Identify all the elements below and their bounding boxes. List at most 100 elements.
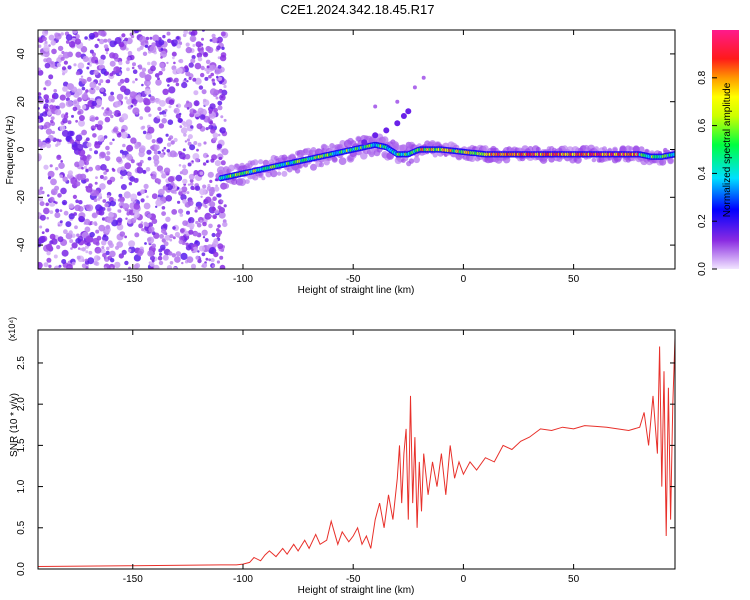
spectrogram-ridge-halo bbox=[591, 157, 597, 163]
spectrogram-noise-blob bbox=[116, 156, 122, 163]
spectrogram-y-tick-label: 20 bbox=[16, 96, 27, 108]
spectrogram-noise-blob bbox=[138, 64, 143, 69]
spectrogram-noise-blob bbox=[191, 160, 194, 163]
spectrogram-noise-blob bbox=[42, 111, 48, 117]
spectrogram-noise-blob bbox=[133, 178, 139, 183]
spectrogram-noise-blob bbox=[195, 240, 198, 244]
spectrogram-noise-blob bbox=[139, 71, 146, 78]
spectrogram-noise-blob bbox=[151, 259, 155, 263]
spectrogram-noise-blob bbox=[157, 77, 160, 80]
spectrogram-noise-blob bbox=[171, 39, 178, 47]
spectrogram-ridge-halo bbox=[632, 145, 640, 153]
spectrogram-noise-blob bbox=[109, 40, 117, 48]
spectrogram-noise-blob bbox=[124, 37, 128, 42]
spectrogram-noise-blob bbox=[172, 56, 175, 60]
spectrogram-noise-blob bbox=[59, 94, 66, 101]
spectrogram-noise-blob bbox=[209, 39, 213, 42]
spectrogram-noise-blob bbox=[159, 252, 163, 256]
spectrogram-noise-blob bbox=[197, 142, 202, 147]
spectrogram-noise-blob bbox=[223, 84, 227, 89]
spectrogram-noise-blob bbox=[119, 169, 128, 177]
spectrogram-noise-blob bbox=[70, 247, 73, 250]
spectrogram-noise-blob bbox=[211, 264, 215, 268]
spectrogram-noise-blob bbox=[153, 150, 159, 155]
spectrogram-noise-blob bbox=[189, 178, 194, 183]
spectrogram-noise-blob bbox=[156, 165, 163, 172]
spectrogram-noise-blob bbox=[38, 125, 42, 129]
spectrogram-noise-blob bbox=[151, 193, 158, 200]
spectrogram-noise-blob bbox=[205, 196, 212, 203]
spectrogram-noise-blob bbox=[160, 170, 164, 174]
spectrogram-noise-blob bbox=[137, 250, 143, 257]
spectrogram-noise-blob bbox=[200, 72, 205, 78]
spectrogram-noise-blob bbox=[58, 139, 62, 143]
spectrogram-noise-blob bbox=[124, 235, 127, 239]
spectrogram-ridge-halo bbox=[294, 168, 301, 174]
spectrogram-noise-blob bbox=[128, 182, 133, 186]
spectrogram-noise-blob bbox=[201, 37, 204, 41]
spectrogram-noise-blob bbox=[40, 113, 44, 117]
spectrogram-noise-blob bbox=[67, 83, 72, 89]
spectrogram-noise-blob bbox=[77, 97, 82, 102]
spectrogram-noise-blob bbox=[57, 45, 64, 52]
spectrogram-noise-blob bbox=[85, 258, 88, 262]
spectrogram-noise-blob bbox=[205, 127, 209, 131]
spectrogram-noise-blob bbox=[195, 220, 199, 225]
spectrogram-noise-blob bbox=[218, 156, 223, 161]
spectrogram-noise-blob bbox=[50, 98, 55, 103]
spectrogram-noise-blob bbox=[38, 140, 43, 148]
spectrogram-noise-blob bbox=[114, 261, 121, 269]
spectrogram-noise-blob bbox=[193, 141, 198, 145]
spectrogram-noise-blob bbox=[208, 110, 212, 114]
snr-x-tick-label: -100 bbox=[233, 574, 253, 585]
spectrogram-noise-blob bbox=[85, 89, 89, 93]
spectrogram-noise-blob bbox=[49, 164, 53, 168]
spectrogram-noise-blob bbox=[109, 52, 116, 59]
spectrogram-noise-blob bbox=[62, 176, 68, 182]
spectrogram-noise-blob bbox=[91, 212, 98, 219]
spectrogram-noise-blob bbox=[72, 194, 77, 199]
spectrogram-noise-blob bbox=[134, 78, 138, 81]
spectrogram-ridge-halo bbox=[482, 145, 489, 152]
spectrogram-noise-blob bbox=[44, 40, 48, 44]
spectrogram-noise-blob bbox=[187, 183, 191, 186]
snr-x-label: Height of straight line (km) bbox=[298, 585, 415, 596]
spectrogram-noise-blob bbox=[74, 161, 80, 168]
spectrogram-noise-blob bbox=[120, 184, 127, 190]
spectrogram-noise-blob bbox=[217, 100, 223, 106]
spectrogram-noise-blob bbox=[175, 113, 181, 119]
spectrogram-noise-blob bbox=[46, 143, 52, 149]
spectrogram-noise-blob bbox=[38, 67, 41, 72]
colorbar-tick-label: 0.0 bbox=[697, 262, 708, 276]
spectrogram-noise-blob bbox=[125, 217, 128, 220]
spectrogram-noise-blob bbox=[189, 35, 197, 42]
spectrogram-noise-blob bbox=[75, 238, 81, 244]
spectrogram-noise-blob bbox=[120, 203, 125, 207]
spectrogram-noise-blob bbox=[192, 44, 196, 47]
spectrogram-panel: -150 -100 -50 0 50 40 20 0 -20 -40 Height of str… bbox=[5, 29, 676, 296]
spectrogram-noise-blob bbox=[94, 181, 98, 185]
spectrogram-noise-blob bbox=[210, 128, 216, 134]
spectrogram-noise-blob bbox=[74, 225, 78, 230]
spectrogram-noise-blob bbox=[217, 133, 221, 137]
spectrogram-noise-blob bbox=[75, 134, 83, 142]
snr-y-tick-label: 2.0 bbox=[16, 397, 27, 411]
spectrogram-noise-blob bbox=[54, 109, 62, 116]
spectrogram-noise-blob bbox=[78, 200, 83, 205]
spectrogram-noise-blob bbox=[180, 127, 188, 134]
spectrogram-noise-blob bbox=[38, 98, 45, 104]
spectrogram-noise-blob bbox=[161, 211, 167, 217]
spectrogram-noise-blob bbox=[120, 176, 124, 179]
spectrogram-noise-blob bbox=[210, 258, 215, 263]
spectrogram-noise-blob bbox=[169, 150, 177, 158]
spectrogram-noise-blob bbox=[104, 266, 107, 269]
spectrogram-x-tick-label: -100 bbox=[233, 274, 253, 285]
spectrogram-noise-blob bbox=[171, 51, 177, 57]
spectrogram-noise-blob bbox=[217, 205, 222, 210]
spectrogram-noise-blob bbox=[139, 35, 147, 44]
spectrogram-y-tick-label: 0 bbox=[16, 146, 27, 152]
spectrogram-noise-blob bbox=[39, 186, 44, 190]
spectrogram-noise-blob bbox=[223, 204, 227, 208]
spectrogram-noise-blob bbox=[185, 46, 192, 54]
spectrogram-noise-blob bbox=[141, 83, 144, 87]
